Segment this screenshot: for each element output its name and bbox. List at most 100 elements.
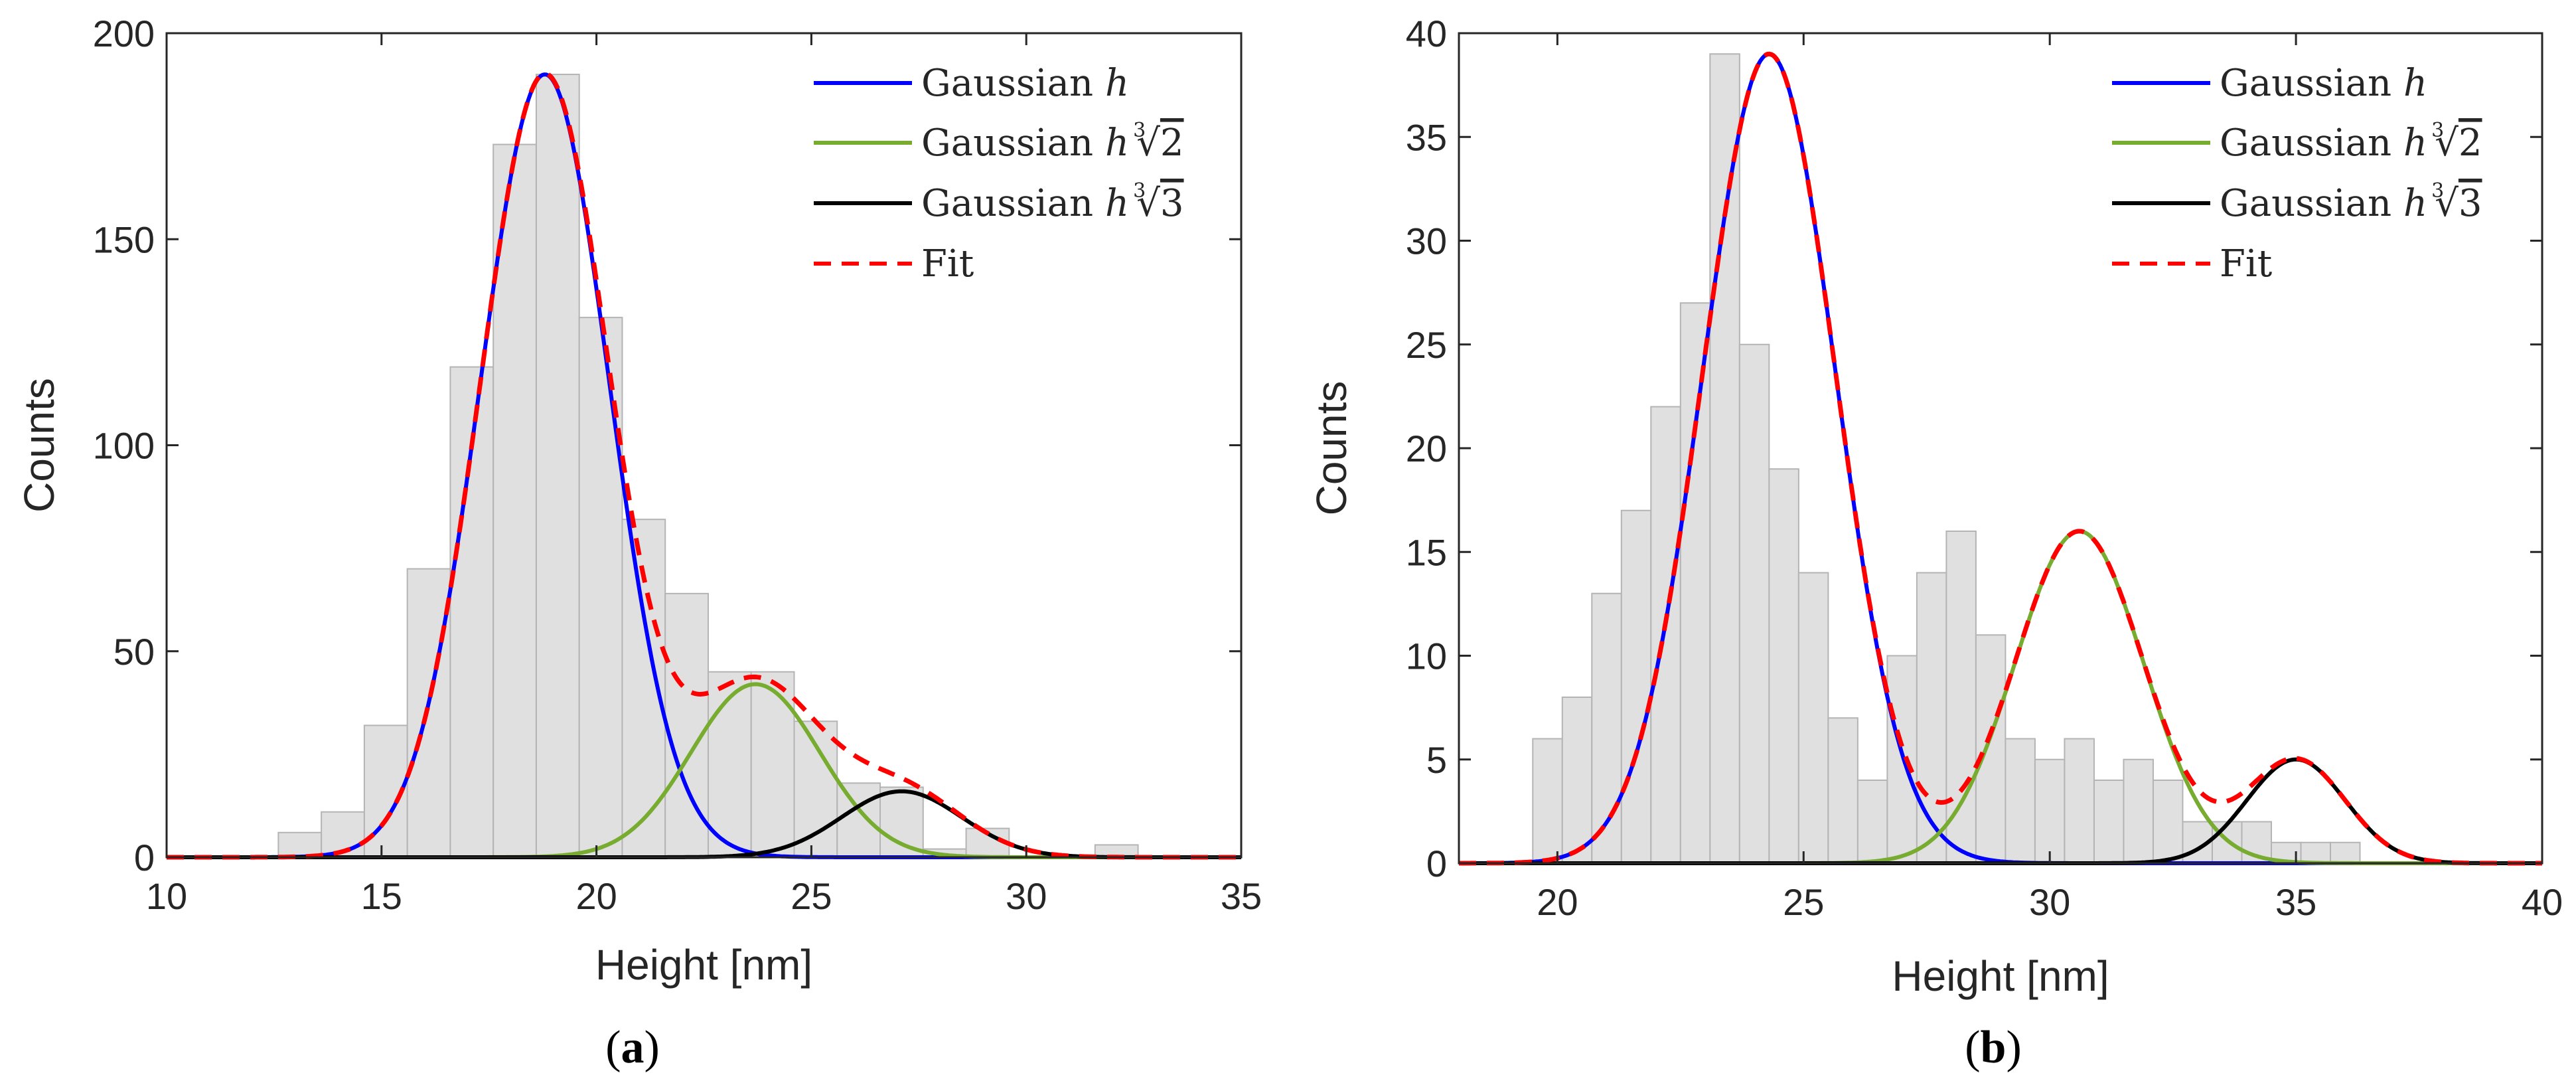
root-index: 3 xyxy=(2431,179,2444,203)
histogram-bar xyxy=(2300,841,2332,864)
y-tick-label: 20 xyxy=(1406,428,1447,469)
histogram-bar xyxy=(750,671,795,859)
legend-math-symbol: h xyxy=(1105,182,1129,225)
legend-math-symbol: h xyxy=(2403,122,2427,165)
histogram-bar xyxy=(1916,572,1947,864)
x-axis-label: Height [nm] xyxy=(595,941,812,989)
legend-label: Gaussian h 3√3 xyxy=(2220,179,2482,225)
legend-label-text: Gaussian xyxy=(921,122,1093,165)
histogram-bar xyxy=(2005,738,2036,864)
x-tick-label: 20 xyxy=(1537,881,1578,923)
histogram-bar xyxy=(2123,758,2154,864)
panel-label: (b) xyxy=(1965,1022,2022,1073)
x-tick-label: 40 xyxy=(2522,881,2563,923)
histogram-bar xyxy=(1709,53,1740,864)
y-axis-label: Counts xyxy=(15,378,63,513)
legend-label-text: Fit xyxy=(2220,242,2273,286)
legend-math-symbol: h xyxy=(1105,62,1129,105)
legend-label: Gaussian h 3√2 xyxy=(2220,119,2482,165)
legend-label: Gaussian h xyxy=(921,62,1129,105)
y-tick-label: 15 xyxy=(1406,531,1447,573)
histogram xyxy=(1532,53,2361,864)
legend-math-symbol: h xyxy=(2403,182,2427,225)
root-sign: √ xyxy=(1136,122,1160,165)
legend-math-symbol: h xyxy=(2403,62,2427,105)
x-tick-label: 25 xyxy=(791,875,832,917)
legend-label: Fit xyxy=(2220,242,2273,286)
root-index: 3 xyxy=(1133,119,1146,142)
x-tick-label: 35 xyxy=(2275,881,2316,923)
histogram-bar xyxy=(2152,780,2184,864)
histogram-bar xyxy=(578,317,623,858)
legend-label-text: Gaussian xyxy=(2220,62,2391,105)
y-tick-label: 0 xyxy=(134,837,155,878)
histogram-bar xyxy=(1532,738,1563,864)
histogram-bar xyxy=(406,568,451,859)
x-tick-label: 30 xyxy=(2029,881,2070,923)
y-tick-label: 30 xyxy=(1406,220,1447,262)
panel-label-open: ( xyxy=(605,1022,621,1073)
root-sign: √ xyxy=(2435,182,2459,225)
root-radicand: 3 xyxy=(2459,182,2482,225)
histogram-bar xyxy=(1827,717,1858,864)
root-radicand: 3 xyxy=(1160,182,1184,225)
panel-label-open: ( xyxy=(1965,1022,1980,1073)
y-tick-label: 150 xyxy=(93,218,155,260)
legend-label-text: Fit xyxy=(921,242,974,286)
histogram-bar xyxy=(1975,634,2007,864)
y-tick-label: 5 xyxy=(1426,739,1447,781)
root-radicand: 2 xyxy=(1160,122,1184,165)
legend-label-text: Gaussian xyxy=(921,62,1093,105)
y-tick-label: 40 xyxy=(1406,13,1447,54)
histogram-bar xyxy=(2330,841,2361,864)
legend-label: Fit xyxy=(921,242,974,286)
panel-label-letter: b xyxy=(1981,1022,2007,1073)
legend-label: Gaussian h xyxy=(2220,62,2427,105)
histogram-bar xyxy=(1620,509,1652,864)
panel-label-letter: a xyxy=(621,1022,644,1073)
y-axis-label: Counts xyxy=(1308,381,1355,516)
histogram-bar xyxy=(2064,738,2095,864)
panel-label-close: ) xyxy=(644,1022,660,1073)
root-sign: √ xyxy=(1136,182,1160,225)
root-radicand: 2 xyxy=(2459,122,2482,165)
legend-label: Gaussian h 3√3 xyxy=(921,179,1184,225)
panel-label: (a) xyxy=(605,1022,660,1073)
histogram-bar xyxy=(535,74,580,858)
y-tick-label: 0 xyxy=(1426,843,1447,884)
histogram-bar xyxy=(1561,697,1593,864)
histogram-bar xyxy=(2093,780,2125,864)
y-tick-label: 25 xyxy=(1406,324,1447,366)
y-tick-label: 100 xyxy=(93,425,155,467)
root-index: 3 xyxy=(2431,119,2444,142)
root-sign: √ xyxy=(2435,122,2459,165)
histogram-bar xyxy=(277,831,323,859)
root-index: 3 xyxy=(1133,179,1146,203)
x-axis-label: Height [nm] xyxy=(1892,952,2109,1000)
legend-label-text: Gaussian xyxy=(2220,182,2391,225)
histogram-bar xyxy=(1856,780,1888,864)
y-tick-label: 35 xyxy=(1406,116,1447,158)
x-tick-label: 15 xyxy=(361,875,402,917)
histogram-bar xyxy=(1650,406,1681,864)
histogram-bar xyxy=(879,786,924,859)
histogram-bar xyxy=(836,782,881,859)
y-tick-label: 10 xyxy=(1406,635,1447,677)
x-tick-label: 10 xyxy=(146,875,187,917)
chart-panel-b: 20 25 30 35 40 0 5 10 15 20 25 30 35 40 Height [nm] Cou… xyxy=(1308,13,2563,1073)
legend-math-symbol: h xyxy=(1105,122,1129,165)
histogram-bar xyxy=(1591,592,1622,864)
series-line-fit xyxy=(1459,51,2542,866)
histogram-bar xyxy=(1797,572,1829,864)
x-tick-label: 20 xyxy=(575,875,617,917)
y-tick-label: 200 xyxy=(93,13,155,54)
legend-label: Gaussian h 3√2 xyxy=(921,119,1184,165)
histogram-bar xyxy=(2034,758,2066,864)
legend-label-text: Gaussian xyxy=(2220,122,2391,165)
histogram-bar xyxy=(1679,302,1711,864)
histogram-bar xyxy=(1945,531,1977,864)
x-tick-label: 35 xyxy=(1221,875,1262,917)
